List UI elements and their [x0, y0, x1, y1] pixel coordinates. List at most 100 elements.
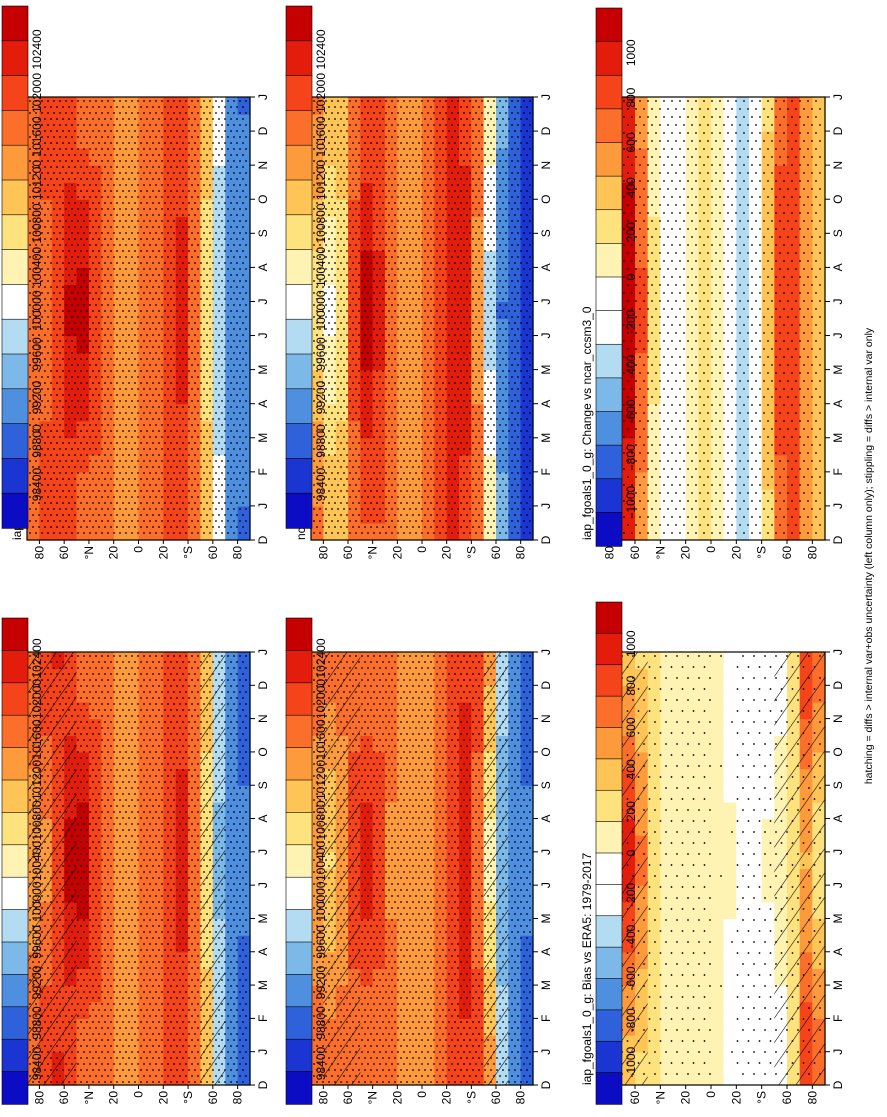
stipple-dot — [179, 1063, 181, 1065]
stipple-dot — [95, 679, 97, 681]
stipple-dot — [104, 202, 106, 204]
heatmap-cell — [151, 233, 164, 251]
stipple-dot — [230, 661, 232, 663]
stipple-dot — [140, 949, 142, 951]
stipple-dot — [77, 136, 79, 138]
heatmap-cell — [225, 902, 238, 919]
stipple-dot — [83, 280, 85, 282]
stipple-dot — [95, 136, 97, 138]
stipple-dot — [191, 991, 193, 993]
stipple-dot — [182, 817, 184, 819]
stipple-dot — [125, 943, 127, 945]
stipple-dot — [155, 256, 157, 258]
stipple-dot — [89, 847, 91, 849]
stipple-dot — [185, 124, 187, 126]
stipple-dot — [242, 769, 244, 771]
heatmap-cell — [188, 652, 201, 669]
stipple-dot — [104, 853, 106, 855]
stipple-dot — [170, 937, 172, 939]
stipple-dot — [125, 679, 127, 681]
stipple-dot — [155, 895, 157, 897]
stipple-dot — [104, 673, 106, 675]
stipple-dot — [101, 184, 103, 186]
stipple-dot — [107, 268, 109, 270]
stipple-dot — [152, 286, 154, 288]
stipple-dot — [134, 925, 136, 927]
stipple-dot — [188, 661, 190, 663]
stipple-dot — [89, 727, 91, 729]
stipple-dot — [230, 1033, 232, 1035]
stipple-dot — [161, 823, 163, 825]
stipple-dot — [104, 106, 106, 108]
stipple-dot — [197, 919, 199, 921]
stipple-dot — [194, 1057, 196, 1059]
heatmap-cell — [176, 1052, 189, 1069]
stipple-dot — [245, 655, 247, 657]
stipple-dot — [128, 673, 130, 675]
stipple-dot — [185, 1051, 187, 1053]
stipple-dot — [230, 1009, 232, 1011]
stipple-dot — [242, 757, 244, 759]
stipple-dot — [122, 961, 124, 963]
stipple-dot — [89, 196, 91, 198]
stipple-dot — [233, 1027, 235, 1029]
stipple-dot — [134, 142, 136, 144]
stipple-dot — [197, 799, 199, 801]
stipple-dot — [167, 1039, 169, 1041]
stipple-dot — [86, 949, 88, 951]
heatmap-cell — [114, 802, 127, 819]
stipple-dot — [95, 943, 97, 945]
stipple-dot — [218, 202, 220, 204]
stipple-dot — [233, 256, 235, 258]
stipple-dot — [164, 817, 166, 819]
stipple-dot — [245, 208, 247, 210]
heatmap-cell — [163, 1068, 176, 1085]
stipple-dot — [170, 769, 172, 771]
stipple-dot — [182, 973, 184, 975]
stipple-dot — [86, 1009, 88, 1011]
stipple-dot — [188, 238, 190, 240]
heatmap-cell — [139, 918, 152, 935]
stipple-dot — [215, 208, 217, 210]
stipple-dot — [107, 799, 109, 801]
stipple-dot — [110, 190, 112, 192]
stipple-dot — [113, 859, 115, 861]
stipple-dot — [221, 268, 223, 270]
heatmap-cell — [126, 902, 139, 919]
stipple-dot — [122, 178, 124, 180]
stipple-dot — [176, 961, 178, 963]
stipple-dot — [92, 889, 94, 891]
stipple-dot — [146, 178, 148, 180]
stipple-dot — [86, 985, 88, 987]
stipple-dot — [197, 871, 199, 873]
stipple-dot — [119, 196, 121, 198]
stipple-dot — [164, 685, 166, 687]
stipple-dot — [44, 274, 46, 276]
stipple-dot — [131, 1051, 133, 1053]
stipple-dot — [233, 919, 235, 921]
stipple-dot — [188, 178, 190, 180]
stipple-dot — [242, 154, 244, 156]
stipple-dot — [50, 166, 52, 168]
stipple-dot — [77, 715, 79, 717]
stipple-dot — [77, 907, 79, 909]
stipple-dot — [176, 985, 178, 987]
stipple-dot — [86, 889, 88, 891]
heatmap-cell — [27, 523, 40, 541]
stipple-dot — [89, 667, 91, 669]
stipple-dot — [194, 709, 196, 711]
x-tick-label: M — [256, 913, 270, 923]
heatmap-cell — [126, 835, 139, 852]
stipple-dot — [173, 316, 175, 318]
stipple-dot — [221, 220, 223, 222]
stipple-dot — [143, 124, 145, 126]
stipple-dot — [197, 1075, 199, 1077]
stipple-dot — [227, 931, 229, 933]
heatmap-cell — [213, 319, 226, 337]
stipple-dot — [50, 178, 52, 180]
stipple-dot — [137, 847, 139, 849]
stipple-dot — [152, 262, 154, 264]
stipple-dot — [185, 268, 187, 270]
stipple-dot — [137, 835, 139, 837]
stipple-dot — [137, 667, 139, 669]
